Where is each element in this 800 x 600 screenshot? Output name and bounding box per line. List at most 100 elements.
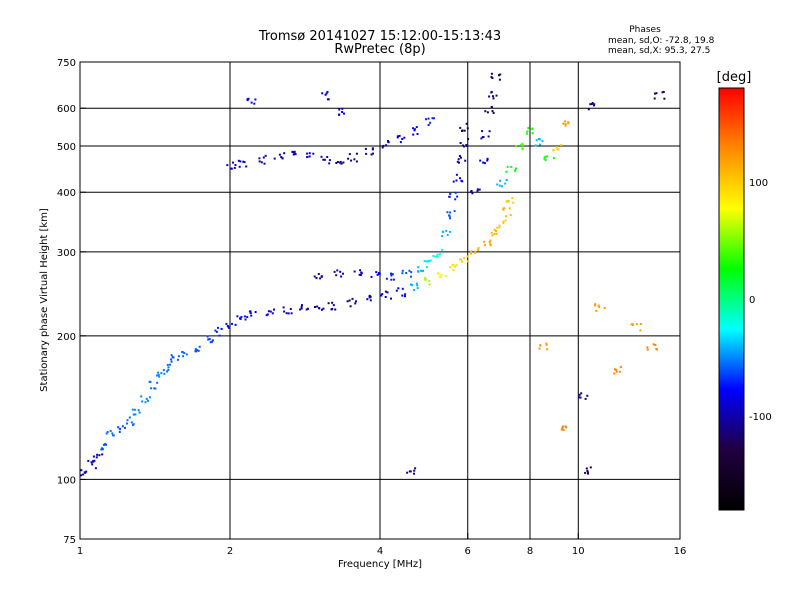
data-point — [326, 156, 329, 158]
data-point — [429, 259, 432, 262]
data-point — [589, 466, 592, 469]
data-point — [564, 123, 567, 125]
data-point — [474, 250, 477, 253]
data-point — [348, 153, 351, 156]
data-point — [106, 431, 109, 433]
data-point — [486, 158, 489, 161]
data-point — [493, 228, 496, 231]
data-point — [584, 471, 587, 474]
data-point — [505, 179, 508, 181]
data-point — [234, 323, 237, 326]
y-tick-label: 600 — [57, 104, 76, 115]
y-tick-label: 400 — [57, 188, 76, 199]
data-point — [366, 298, 369, 301]
data-point — [207, 338, 210, 341]
data-point — [509, 214, 512, 217]
data-point — [586, 394, 589, 397]
data-point — [118, 431, 121, 433]
data-point — [483, 162, 486, 165]
data-point — [249, 310, 252, 313]
data-point — [101, 453, 104, 456]
data-point — [567, 122, 570, 125]
data-point — [320, 275, 323, 278]
data-point — [449, 192, 452, 195]
data-point — [419, 269, 422, 272]
data-point — [561, 427, 564, 429]
data-point — [441, 235, 443, 238]
data-point — [387, 141, 390, 144]
data-point — [320, 155, 323, 158]
data-point — [254, 98, 257, 101]
data-point — [380, 294, 383, 297]
data-point — [300, 307, 303, 310]
data-point — [368, 294, 371, 297]
data-point — [358, 273, 361, 276]
data-point — [338, 108, 341, 111]
data-point — [495, 232, 498, 235]
data-point — [498, 184, 501, 187]
data-point — [414, 467, 417, 470]
data-point — [445, 229, 448, 232]
data-point — [502, 208, 505, 211]
data-point — [150, 387, 153, 390]
data-point — [289, 308, 292, 310]
data-point — [463, 129, 466, 132]
data-point — [564, 124, 567, 127]
data-point — [632, 323, 634, 326]
data-point — [483, 244, 486, 246]
colorbar-tick-label: 0 — [749, 295, 755, 306]
data-point — [157, 371, 160, 374]
data-point — [138, 411, 141, 414]
data-point — [336, 269, 339, 272]
data-point — [170, 360, 173, 363]
data-point — [458, 161, 460, 164]
data-point — [408, 470, 411, 473]
data-point — [449, 217, 451, 220]
data-point — [371, 148, 374, 151]
data-point — [434, 255, 437, 258]
data-point — [328, 162, 331, 165]
data-point — [491, 234, 494, 237]
data-point — [406, 471, 409, 474]
data-point — [456, 160, 459, 163]
data-point — [293, 151, 296, 154]
data-point — [453, 210, 456, 213]
data-point — [615, 370, 618, 373]
data-point — [232, 161, 234, 164]
data-point — [460, 156, 462, 159]
data-point — [412, 133, 415, 136]
data-point — [423, 260, 426, 263]
stats-o-mode: mean, sd,O: -72.8, 19.8 — [608, 36, 715, 46]
data-point — [177, 358, 179, 361]
data-point — [527, 127, 530, 130]
data-point — [271, 312, 274, 315]
data-point — [137, 409, 140, 412]
data-point — [294, 153, 297, 156]
data-point — [589, 103, 592, 106]
data-point — [215, 330, 218, 333]
data-point — [444, 275, 447, 277]
data-point — [448, 266, 451, 269]
data-point — [247, 97, 250, 100]
data-point — [334, 308, 337, 311]
data-point — [438, 253, 441, 256]
data-point — [156, 374, 158, 377]
data-point — [654, 92, 656, 95]
data-point — [156, 381, 159, 384]
data-point — [182, 355, 185, 358]
data-point — [560, 144, 563, 146]
x-tick-label: 4 — [377, 546, 383, 557]
data-point — [535, 139, 538, 142]
data-point — [466, 127, 469, 130]
data-point — [598, 306, 601, 308]
data-point — [531, 128, 534, 130]
data-point — [322, 158, 325, 161]
data-point — [281, 157, 284, 160]
data-point — [346, 300, 349, 303]
data-point — [488, 241, 491, 243]
data-point — [163, 372, 166, 375]
data-point — [424, 277, 427, 279]
data-point — [512, 201, 515, 204]
data-point — [505, 215, 508, 218]
data-point — [227, 325, 230, 328]
